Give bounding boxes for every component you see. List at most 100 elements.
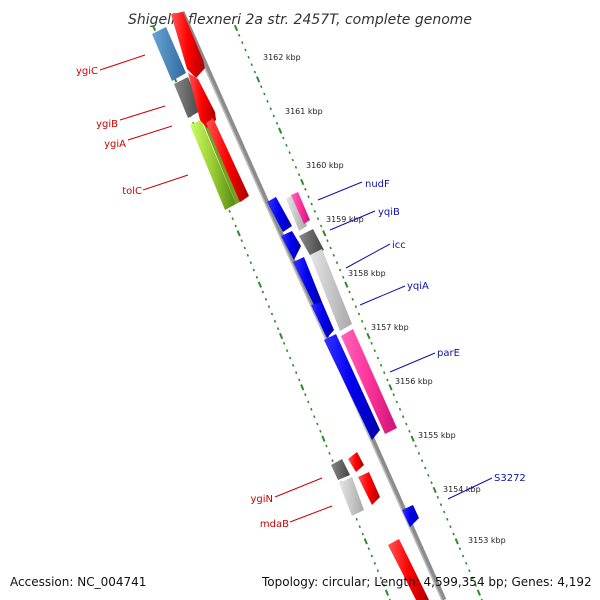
- ring-dot: [379, 576, 383, 580]
- ring-major-tick: [257, 281, 262, 288]
- gene-block-ygiN[interactable]: [331, 459, 350, 480]
- ring-major-tick: [278, 127, 283, 134]
- ring-dot: [267, 305, 271, 309]
- ring-dot: [449, 525, 452, 529]
- gene-label-parE[interactable]: parE: [437, 348, 460, 359]
- gene-label-ygiA[interactable]: ygiA: [104, 139, 126, 150]
- ring-major-tick: [255, 76, 261, 83]
- gene-block-blue-5[interactable]: [324, 334, 380, 440]
- callout-lines: [99, 54, 493, 523]
- gene-label-nudF[interactable]: nudF: [365, 179, 390, 190]
- ring-dot: [461, 554, 465, 558]
- ring-major-tick: [344, 281, 349, 288]
- gene-block-nudF[interactable]: [267, 197, 292, 232]
- ring-dot: [420, 459, 424, 463]
- ring-dot: [342, 275, 345, 279]
- ring-dot: [382, 583, 386, 587]
- gene-label-tolC[interactable]: tolC: [122, 186, 142, 197]
- ring-dot: [414, 444, 417, 448]
- ring-dot: [295, 371, 298, 375]
- ring-dot: [430, 481, 433, 485]
- gene-label-mdaB[interactable]: mdaB: [260, 519, 289, 530]
- ring-major-tick: [388, 384, 393, 391]
- gene-label-icc[interactable]: icc: [392, 240, 406, 251]
- gene-block-red-1[interactable]: [171, 12, 205, 78]
- ring-dot: [310, 202, 313, 206]
- ring-dot: [392, 393, 395, 397]
- ring-major-tick: [454, 538, 459, 545]
- ring-major-tick: [279, 332, 284, 340]
- gene-block-icc[interactable]: [299, 229, 324, 257]
- ring-dot: [335, 261, 339, 265]
- ring-dot: [264, 297, 268, 301]
- ring-dot: [294, 165, 298, 169]
- gene-labels: ygiC ygiB ygiA tolC ygiN mdaB nudF yqiB …: [76, 66, 526, 530]
- gene-block-red-6[interactable]: [388, 539, 429, 600]
- ring-dot: [471, 576, 474, 580]
- gene-block-ygiA[interactable]: [190, 120, 236, 210]
- ring-major-tick: [233, 24, 239, 32]
- ring-major-tick: [366, 332, 371, 340]
- ring-dot: [243, 246, 246, 250]
- ring-dot: [424, 466, 427, 470]
- gene-label-yqiB[interactable]: yqiB: [378, 207, 400, 218]
- gene-label-S3272[interactable]: S3272: [494, 473, 526, 484]
- gene-block-ygiC[interactable]: [152, 27, 186, 81]
- ring-major-tick: [151, 24, 157, 32]
- ring-dot: [408, 429, 411, 433]
- ring-dot: [297, 173, 301, 177]
- ring-major-tick: [476, 589, 481, 596]
- gene-block-blue-3[interactable]: [293, 257, 322, 311]
- ring-dot: [304, 393, 307, 397]
- ring-dot: [231, 217, 234, 221]
- gene-features: [152, 12, 429, 600]
- gene-block-ygiB[interactable]: [174, 77, 202, 118]
- ring-dot: [436, 495, 440, 499]
- gene-block-mdaB[interactable]: [339, 477, 364, 516]
- gene-block-red-3[interactable]: [206, 118, 249, 202]
- gene-block-pink-small[interactable]: [291, 192, 310, 224]
- ring-dot: [316, 422, 319, 426]
- gene-block-yqiA[interactable]: [310, 249, 352, 331]
- ring-major-tick: [236, 230, 241, 237]
- gene-block-blue-2[interactable]: [281, 231, 301, 260]
- gene-label-ygiN[interactable]: ygiN: [250, 494, 273, 505]
- ring-dot: [319, 429, 322, 433]
- ring-dot: [338, 268, 342, 272]
- ring-dot: [376, 356, 380, 360]
- gene-block-yqiB[interactable]: [286, 194, 307, 231]
- ring-dot: [367, 547, 371, 551]
- ring-dot: [237, 33, 241, 37]
- ring-dot: [247, 55, 250, 59]
- ring-dot: [328, 451, 331, 455]
- ring-dot: [269, 107, 272, 111]
- gene-block-parE[interactable]: [341, 329, 397, 434]
- gene-block-blue-4[interactable]: [311, 302, 334, 338]
- genome-summary-text: Topology: circular; Length: 4,599,354 bp…: [261, 575, 592, 589]
- ring-dot: [427, 473, 430, 477]
- ring-dot: [370, 341, 373, 345]
- gene-label-ygiB[interactable]: ygiB: [96, 119, 118, 130]
- gene-block-red-4[interactable]: [348, 452, 364, 472]
- ring-dot: [246, 253, 249, 257]
- ring-dot: [452, 532, 455, 536]
- ring-dot: [376, 569, 380, 573]
- ring-dot: [383, 371, 386, 375]
- gene-block-red-2[interactable]: [188, 73, 216, 128]
- gene-label-ygiC[interactable]: ygiC: [76, 66, 98, 77]
- ring-dot: [379, 363, 383, 367]
- ring-major-tick: [322, 230, 327, 237]
- ring-dot: [288, 356, 292, 360]
- ring-dot: [388, 598, 391, 600]
- gene-block-S3272[interactable]: [402, 505, 419, 527]
- gene-block-red-5[interactable]: [358, 472, 380, 505]
- gene-label-yqiA[interactable]: yqiA: [407, 281, 429, 292]
- ring-dot: [249, 261, 253, 265]
- tick-label: 3154 kbp: [443, 485, 481, 494]
- ring-dot: [252, 268, 256, 272]
- ring-major-tick: [300, 384, 305, 391]
- ring-major-tick: [321, 435, 326, 442]
- ring-dot: [291, 158, 294, 162]
- ring-dot: [241, 41, 244, 45]
- ring-dot: [468, 569, 471, 573]
